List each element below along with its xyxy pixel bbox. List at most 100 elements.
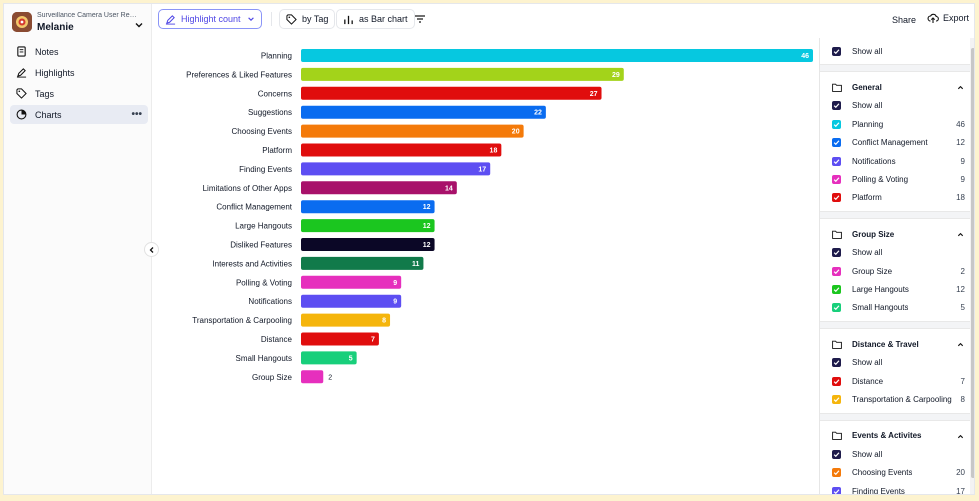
tag-filter-item[interactable]: Planning 46 bbox=[820, 115, 970, 133]
checkbox[interactable] bbox=[832, 193, 841, 203]
checkbox[interactable] bbox=[832, 468, 841, 478]
checkbox[interactable] bbox=[832, 175, 841, 185]
tag-count: 12 bbox=[956, 138, 965, 148]
bar-value-label: 12 bbox=[423, 204, 431, 211]
checkbox[interactable] bbox=[832, 394, 841, 404]
checkbox[interactable] bbox=[832, 46, 841, 56]
bar[interactable] bbox=[301, 105, 546, 119]
checkmark-icon bbox=[833, 360, 840, 366]
tag-filter-item[interactable]: Large Hangouts 12 bbox=[820, 280, 970, 298]
bar[interactable] bbox=[301, 294, 402, 308]
checkbox[interactable] bbox=[832, 303, 841, 313]
checkbox[interactable] bbox=[832, 156, 841, 166]
chevron-up-icon[interactable] bbox=[957, 433, 964, 440]
chevron-up-icon[interactable] bbox=[957, 84, 964, 91]
show-all-row[interactable]: Show all bbox=[820, 42, 970, 60]
bar[interactable] bbox=[301, 162, 491, 176]
sidebar-item-tags[interactable]: Tags bbox=[10, 84, 148, 103]
tag-group-header[interactable]: Events & Activites bbox=[820, 427, 970, 445]
bar[interactable] bbox=[301, 256, 424, 270]
show-all-row[interactable]: Show all bbox=[820, 353, 970, 371]
chevron-up-icon[interactable] bbox=[957, 231, 964, 238]
checkmark-icon bbox=[833, 250, 840, 256]
scrollbar-thumb[interactable] bbox=[971, 48, 974, 478]
bar-value-label: 9 bbox=[393, 280, 397, 287]
bar[interactable] bbox=[301, 332, 379, 346]
folder-icon bbox=[832, 230, 842, 239]
sidebar-item-notes[interactable]: Notes bbox=[10, 42, 148, 61]
checkbox[interactable] bbox=[832, 358, 841, 368]
bar[interactable] bbox=[301, 67, 624, 81]
tag-group-header[interactable]: Distance & Travel bbox=[820, 335, 970, 353]
tag-name: Small Hangouts bbox=[852, 303, 909, 313]
more-options-icon[interactable]: ••• bbox=[131, 109, 142, 120]
sidebar-item-highlights[interactable]: Highlights bbox=[10, 63, 148, 82]
chart-toolbar: Highlight count by Tag as Bar chart bbox=[152, 4, 820, 34]
show-all-row[interactable]: Show all bbox=[820, 244, 970, 262]
checkbox[interactable] bbox=[832, 266, 841, 276]
filter-icon[interactable] bbox=[414, 13, 426, 25]
tag-filter-item[interactable]: Conflict Management 12 bbox=[820, 134, 970, 152]
checkmark-icon bbox=[833, 49, 840, 54]
bar[interactable] bbox=[301, 86, 602, 100]
bar-category-label: Polling & Voting bbox=[236, 278, 292, 287]
bar[interactable] bbox=[301, 143, 502, 157]
chart-type-button[interactable]: as Bar chart bbox=[336, 9, 415, 29]
bar[interactable] bbox=[301, 219, 435, 233]
project-logo-icon bbox=[12, 12, 32, 32]
tag-filter-item[interactable]: Transportation & Carpooling 8 bbox=[820, 390, 970, 408]
checkbox[interactable] bbox=[832, 376, 841, 386]
by-tag-button[interactable]: by Tag bbox=[279, 9, 336, 29]
panel-scrollbar[interactable] bbox=[970, 38, 974, 494]
checkbox[interactable] bbox=[832, 101, 841, 111]
bar[interactable] bbox=[301, 351, 357, 365]
bar[interactable] bbox=[301, 275, 402, 289]
checkbox[interactable] bbox=[832, 449, 841, 459]
sidebar-item-label: Highlights bbox=[35, 67, 75, 78]
tag-filter-item[interactable]: Platform 18 bbox=[820, 189, 970, 207]
export-button[interactable]: Export bbox=[927, 12, 969, 24]
tag-group-header[interactable]: Group Size bbox=[820, 225, 970, 243]
checkmark-icon bbox=[833, 103, 840, 109]
tag-name: Group Size bbox=[852, 266, 893, 276]
share-button[interactable]: Share bbox=[892, 15, 917, 25]
tag-count: 18 bbox=[956, 193, 965, 203]
bar[interactable] bbox=[301, 124, 524, 138]
bar[interactable] bbox=[301, 49, 813, 62]
checkmark-icon bbox=[833, 305, 840, 311]
tag-filter-item[interactable]: Group Size 2 bbox=[820, 262, 970, 280]
tag-filter-item[interactable]: Choosing Events 20 bbox=[820, 463, 970, 481]
highlight-icon bbox=[165, 14, 176, 25]
bar-value-label: 27 bbox=[590, 91, 598, 98]
collapse-sidebar-button[interactable] bbox=[144, 242, 159, 257]
show-all-row[interactable]: Show all bbox=[820, 97, 970, 115]
tag-icon bbox=[286, 13, 297, 25]
bar[interactable] bbox=[301, 238, 435, 251]
tag-group-header[interactable]: General bbox=[820, 78, 970, 96]
checkbox[interactable] bbox=[832, 486, 841, 494]
bar-value-label: 5 bbox=[349, 355, 353, 362]
show-all-row[interactable]: Show all bbox=[820, 445, 970, 463]
chevron-down-icon[interactable] bbox=[134, 20, 144, 30]
tag-filter-item[interactable]: Small Hangouts 5 bbox=[820, 299, 970, 317]
bar[interactable] bbox=[301, 200, 435, 214]
checkbox[interactable] bbox=[832, 248, 841, 258]
bar[interactable] bbox=[301, 370, 324, 384]
tag-filter-item[interactable]: Polling & Voting 9 bbox=[820, 170, 970, 188]
bar[interactable] bbox=[301, 313, 391, 327]
bar-category-label: Conflict Management bbox=[216, 203, 292, 212]
highlight-count-dropdown[interactable]: Highlight count bbox=[158, 9, 262, 29]
workspace-switcher[interactable]: Surveillance Camera User Research Melani… bbox=[12, 10, 146, 36]
tag-filter-item[interactable]: Notifications 9 bbox=[820, 152, 970, 170]
checkbox[interactable] bbox=[832, 138, 841, 148]
tag-filter-item[interactable]: Finding Events 17 bbox=[820, 482, 970, 494]
checkbox[interactable] bbox=[832, 284, 841, 294]
checkmark-icon bbox=[833, 268, 840, 274]
checkbox[interactable] bbox=[832, 119, 841, 129]
tag-filter-item[interactable]: Distance 7 bbox=[820, 372, 970, 390]
bar-value-label: 22 bbox=[534, 110, 542, 117]
bar[interactable] bbox=[301, 181, 457, 195]
sidebar-item-charts[interactable]: Charts ••• bbox=[10, 105, 148, 124]
chevron-up-icon[interactable] bbox=[957, 341, 964, 348]
